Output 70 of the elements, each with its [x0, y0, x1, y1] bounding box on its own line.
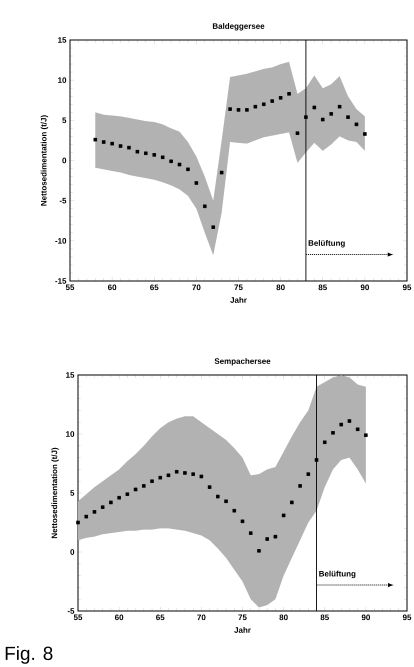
point	[296, 131, 300, 135]
point	[150, 479, 154, 483]
point	[262, 102, 266, 106]
point	[314, 458, 318, 462]
point	[110, 142, 114, 146]
point	[339, 422, 343, 426]
point	[306, 472, 310, 476]
point	[92, 510, 96, 514]
point	[152, 153, 156, 157]
point	[203, 204, 207, 208]
point	[220, 170, 224, 174]
point	[191, 472, 195, 476]
point	[158, 476, 162, 480]
point	[183, 471, 187, 475]
point	[228, 107, 232, 111]
point	[194, 181, 198, 185]
point	[166, 474, 170, 478]
point	[117, 496, 121, 500]
point	[208, 485, 212, 489]
point	[322, 440, 327, 444]
point	[102, 140, 106, 144]
point	[282, 514, 286, 518]
point	[118, 144, 122, 148]
point	[356, 427, 360, 432]
point	[320, 118, 325, 122]
point	[338, 104, 342, 108]
point	[109, 500, 113, 504]
point	[136, 150, 140, 154]
point	[236, 108, 240, 112]
point	[287, 92, 291, 96]
point	[364, 433, 368, 437]
point	[278, 96, 282, 100]
point	[254, 104, 258, 108]
point	[290, 500, 294, 504]
point	[248, 531, 253, 535]
point	[84, 514, 88, 518]
point	[174, 470, 178, 474]
point	[348, 419, 352, 423]
point	[186, 168, 190, 172]
point	[354, 122, 358, 126]
point	[134, 488, 138, 492]
point	[257, 549, 261, 553]
point	[100, 505, 104, 509]
point	[144, 151, 148, 156]
point	[127, 146, 131, 150]
point	[200, 474, 204, 478]
point	[329, 112, 333, 116]
point	[160, 155, 164, 160]
point	[169, 160, 173, 164]
point	[270, 99, 274, 103]
caption: Fig. 8	[6, 646, 52, 664]
point	[216, 494, 220, 498]
point	[363, 132, 367, 136]
point	[232, 508, 236, 512]
point	[240, 520, 244, 524]
point	[331, 431, 335, 435]
point	[224, 499, 228, 504]
point	[142, 484, 146, 488]
point	[274, 534, 278, 538]
point	[76, 520, 80, 524]
point	[178, 162, 182, 166]
point	[304, 115, 308, 119]
point	[211, 225, 216, 229]
point	[298, 484, 302, 488]
point	[93, 138, 98, 142]
point	[245, 108, 249, 112]
point	[346, 115, 350, 119]
point	[265, 537, 269, 541]
point	[312, 106, 316, 110]
point	[126, 492, 130, 496]
